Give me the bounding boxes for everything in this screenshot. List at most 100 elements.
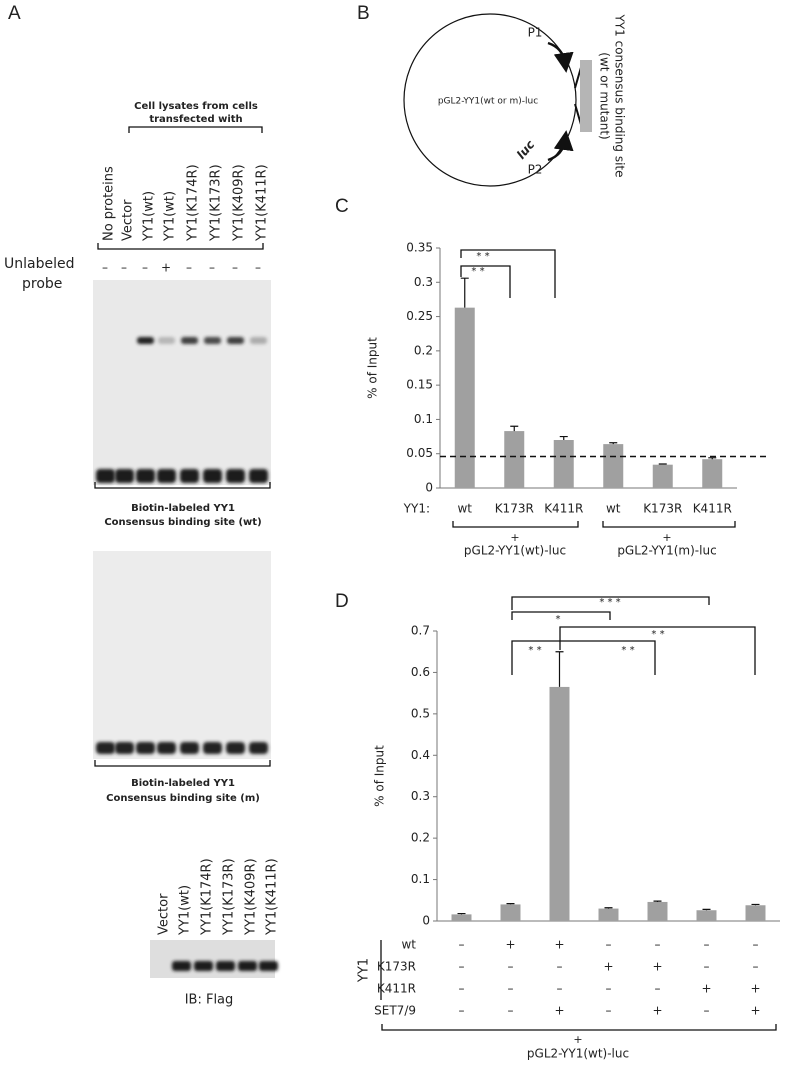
plasmid-label: pGL2-YY1(wt or m)-luc: [438, 97, 538, 107]
lane-label: No proteins: [102, 166, 117, 241]
error-bar: [658, 463, 667, 465]
y-tick-label: 0.7: [411, 624, 430, 638]
western-band: [172, 961, 191, 971]
bar: [549, 686, 570, 921]
probe-sign: –: [186, 261, 192, 275]
panel-letter: C: [335, 196, 349, 217]
sig-bracket: [460, 249, 556, 298]
condition-sign: –: [459, 1004, 465, 1018]
significance-label: *: [556, 614, 561, 625]
error-bar: [457, 912, 466, 915]
condition-sign: +: [750, 982, 760, 996]
bar: [553, 440, 574, 488]
lane-label: YY1(K411R): [255, 164, 270, 242]
condition-sign: –: [459, 982, 465, 996]
probe-sign: –: [102, 261, 108, 275]
primer-arrow: [547, 41, 574, 73]
condition-sign: –: [753, 960, 759, 974]
error-bar: [604, 907, 613, 909]
condition-name: SET7/9: [374, 1004, 416, 1018]
gel-band: [115, 469, 134, 483]
y-tick-label: 0.2: [411, 831, 430, 845]
condition-sign: +: [652, 1004, 662, 1018]
y-tick-label: 0.1: [414, 412, 433, 426]
lane-bracket: [97, 243, 264, 250]
condition-sign: –: [655, 938, 661, 952]
condition-sign: –: [704, 938, 710, 952]
bar: [500, 904, 521, 921]
lane-label: YY1(wt): [163, 191, 178, 242]
plasmid-circle: [403, 13, 577, 187]
condition-sign: +: [554, 1004, 564, 1018]
primer-label: P2: [528, 163, 543, 177]
sig-bracket: [511, 611, 611, 620]
error-bar: [609, 442, 618, 445]
y-axis-label: % of Input: [373, 745, 387, 807]
lane-label: YY1(wt): [142, 191, 157, 242]
y-tick-label: 0.4: [411, 748, 430, 762]
y-axis-label: % of Input: [366, 337, 380, 399]
luc-label: luc: [514, 138, 537, 162]
lane-label: YY1(K174R): [186, 164, 201, 242]
condition-sign: –: [606, 1004, 612, 1018]
condition-sign: +: [652, 960, 662, 974]
error-bar: [510, 425, 519, 432]
gel-band: [96, 742, 115, 754]
y-tick-label: 0.2: [414, 343, 433, 357]
western-band: [238, 961, 257, 971]
group-sign: +: [573, 1033, 582, 1046]
gel-band: [96, 469, 115, 483]
probe-sign: –: [209, 261, 215, 275]
condition-sign: –: [606, 938, 612, 952]
condition-name: K411R: [377, 982, 416, 996]
western-lane-label: YY1(K409R): [244, 858, 259, 936]
gel-band: [137, 337, 154, 344]
error-bar: [751, 903, 760, 906]
probe-label: Unlabeled: [4, 256, 74, 272]
significance-label: * * *: [599, 597, 620, 608]
western-blot: [150, 940, 275, 978]
condition-sign: +: [603, 960, 613, 974]
condition-sign: +: [554, 938, 564, 952]
group-bracket: [452, 521, 736, 528]
sig-bracket: [460, 265, 511, 298]
condition-group: YY1: [357, 958, 372, 983]
header-line: Cell lysates from cells: [134, 101, 258, 112]
primer-label: P1: [528, 26, 543, 40]
condition-sign: –: [704, 1004, 710, 1018]
y-tick-label: 0: [425, 481, 433, 495]
gel-band: [227, 337, 244, 344]
western-lane-label: YY1(K174R): [200, 858, 215, 936]
group-label: pGL2-YY1(wt)-luc: [464, 544, 566, 558]
group-label: pGL2-YY1(m)-luc: [617, 544, 716, 558]
condition-sign: –: [459, 960, 465, 974]
condition-sign: +: [505, 938, 515, 952]
western-band: [259, 961, 278, 971]
y-tick-label: 0.25: [406, 309, 433, 323]
y-tick-label: 0.3: [414, 275, 433, 289]
gel-band: [226, 742, 245, 754]
gel-band: [249, 469, 268, 483]
primer-arrow: [547, 130, 574, 162]
condition-sign: –: [557, 982, 563, 996]
condition-sign: +: [701, 982, 711, 996]
y-tick-label: 0.1: [411, 872, 430, 886]
western-lane-label: YY1(K411R): [265, 858, 280, 936]
gel-band: [136, 742, 155, 754]
x-tick-label: wt: [457, 502, 472, 516]
probe-label: probe: [22, 276, 62, 292]
gel-band: [249, 742, 268, 754]
error-bar: [506, 903, 515, 905]
western-band: [216, 961, 235, 971]
condition-name: K173R: [377, 960, 416, 974]
western-lane-label: Vector: [157, 893, 172, 935]
probe-sign: –: [121, 261, 127, 275]
western-band: [194, 961, 213, 971]
lane-label: YY1(K409R): [232, 164, 247, 242]
gel-band: [157, 469, 176, 483]
error-bar: [555, 651, 564, 687]
group-sign: +: [662, 531, 671, 544]
gel-band: [204, 337, 221, 344]
y-tick-label: 0.3: [411, 789, 430, 803]
